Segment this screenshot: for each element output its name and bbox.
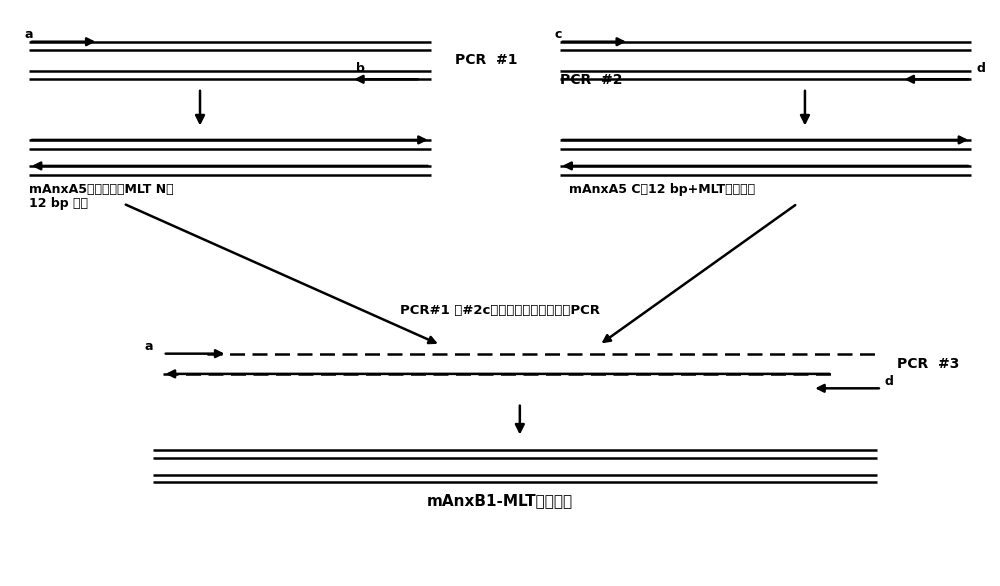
Text: PCR  #1: PCR #1 (455, 53, 518, 67)
Text: a: a (24, 28, 33, 41)
Text: d: d (976, 62, 985, 76)
Text: mAnxA5 C端12 bp+MLT编码序列: mAnxA5 C端12 bp+MLT编码序列 (569, 182, 756, 196)
Text: mAnxA5编码序列和MLT N端: mAnxA5编码序列和MLT N端 (29, 182, 174, 196)
Text: a: a (145, 340, 153, 353)
Text: c: c (555, 28, 562, 41)
Text: mAnxB1-MLT融合基因: mAnxB1-MLT融合基因 (427, 493, 573, 509)
Text: PCR  #2: PCR #2 (560, 73, 622, 87)
Text: PCR  #3: PCR #3 (897, 357, 959, 371)
Text: d: d (885, 375, 894, 388)
Text: 12 bp 序列: 12 bp 序列 (29, 197, 88, 210)
Text: PCR#1 和#2c产物退火，重叠区延伸PCR: PCR#1 和#2c产物退火，重叠区延伸PCR (400, 304, 600, 317)
Text: b: b (356, 62, 365, 76)
